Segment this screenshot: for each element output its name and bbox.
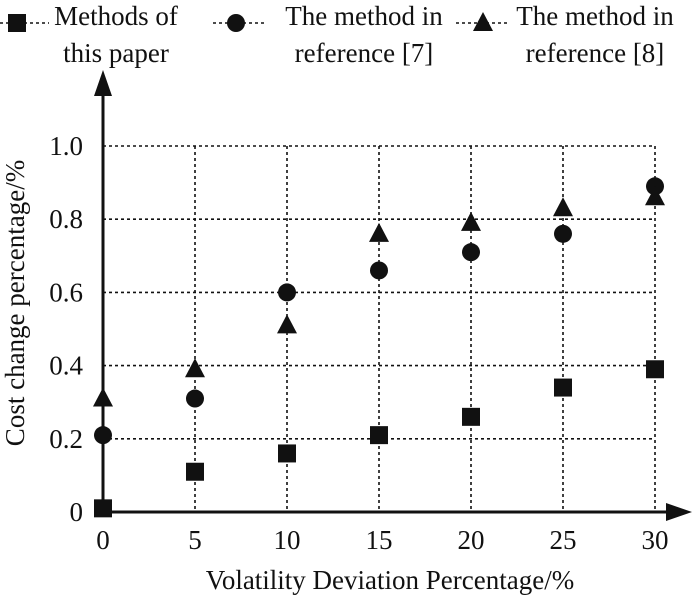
point-triangle-series-3 <box>369 222 389 242</box>
point-square-series-1 <box>646 360 664 379</box>
point-circle-series-2 <box>278 283 296 302</box>
x-tick-label: 15 <box>366 525 393 555</box>
legend-label: this paper <box>63 38 169 68</box>
legend: Methods of this paper The method in referen… <box>0 1 674 68</box>
x-tick-label: 20 <box>458 525 485 555</box>
point-square-series-1 <box>94 499 112 518</box>
point-circle-series-2 <box>370 261 388 280</box>
point-square-series-1 <box>462 407 480 426</box>
point-triangle-series-3 <box>553 197 573 217</box>
point-square-series-1 <box>370 426 388 445</box>
y-axis-title: Cost change percentage/% <box>0 160 30 446</box>
x-tick-label: 30 <box>642 525 669 555</box>
point-triangle-series-3 <box>277 314 297 334</box>
y-tick-label: 1.0 <box>49 131 83 161</box>
point-triangle-series-3 <box>185 358 205 378</box>
y-tick-label: 0 <box>70 497 84 527</box>
y-tick-label: 0.4 <box>49 351 83 381</box>
x-axis-title: Volatility Deviation Percentage/% <box>206 565 574 595</box>
y-axis-arrow <box>94 70 112 96</box>
grid-layer <box>103 145 656 512</box>
x-tick-label: 10 <box>274 525 301 555</box>
y-tick-label: 0.6 <box>49 277 83 307</box>
x-tick-label: 0 <box>96 525 110 555</box>
legend-label: The method in <box>285 1 443 31</box>
axes-layer <box>94 70 692 521</box>
point-square-series-1 <box>554 378 572 397</box>
x-axis-arrow <box>666 503 692 521</box>
point-square-series-1 <box>186 462 204 481</box>
legend-circle-marker <box>227 14 245 32</box>
point-circle-series-2 <box>462 243 480 262</box>
legend-label: reference [8] <box>526 38 665 68</box>
data-marks <box>93 177 665 518</box>
point-triangle-series-3 <box>645 186 665 206</box>
legend-entry-3: The method in reference [8] <box>456 1 674 68</box>
y-tick-label: 0.8 <box>49 204 83 234</box>
y-tick-label: 0.2 <box>49 424 83 454</box>
legend-label: The method in <box>516 1 674 31</box>
point-triangle-series-3 <box>461 211 481 231</box>
legend-entry-1: Methods of this paper <box>0 1 178 68</box>
point-circle-series-2 <box>554 224 572 243</box>
x-tick-label: 5 <box>188 525 202 555</box>
point-circle-series-2 <box>186 389 204 408</box>
point-square-series-1 <box>278 444 296 463</box>
point-circle-series-2 <box>94 426 112 445</box>
x-tick-label: 25 <box>550 525 577 555</box>
legend-label: reference [7] <box>295 38 434 68</box>
point-triangle-series-3 <box>93 387 113 407</box>
legend-entry-2: The method in reference [7] <box>213 1 443 68</box>
legend-label: Methods of <box>54 1 178 31</box>
legend-square-marker <box>8 14 26 32</box>
tick-labels: 0 5 10 15 20 25 30 0 0.2 0.4 0.6 0.8 1.0 <box>49 131 668 555</box>
legend-triangle-marker <box>473 12 493 31</box>
